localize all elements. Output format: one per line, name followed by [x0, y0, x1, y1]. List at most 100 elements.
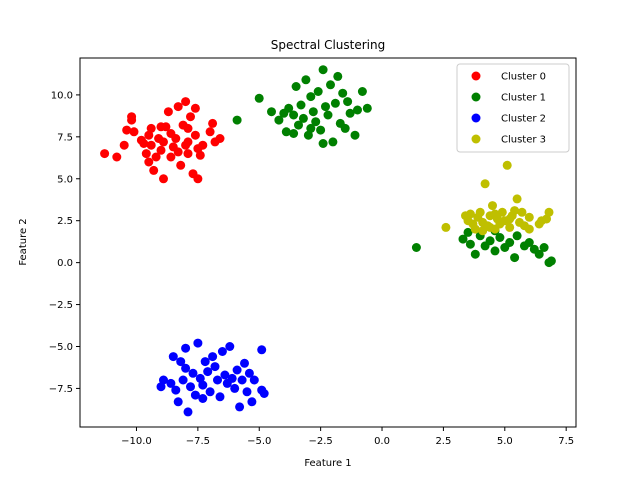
data-point — [159, 174, 168, 184]
data-point — [301, 75, 311, 85]
legend-marker — [471, 113, 481, 123]
legend-marker — [471, 134, 481, 144]
plot-frame — [79, 57, 577, 428]
data-point — [257, 345, 267, 355]
data-point — [411, 243, 421, 252]
data-point — [181, 343, 191, 353]
data-point — [505, 238, 515, 247]
data-point — [505, 222, 515, 232]
series-2 — [156, 338, 269, 417]
data-point — [183, 123, 193, 133]
data-point — [318, 65, 328, 75]
data-point — [100, 149, 110, 159]
data-point — [259, 389, 269, 398]
data-point — [186, 382, 195, 392]
data-point — [195, 150, 205, 160]
data-point — [232, 365, 242, 375]
data-point — [146, 140, 156, 150]
x-axis: −10.0 −7.5 −5.0 −2.5 0.0 2.5 5.0 7.5 — [121, 427, 574, 447]
y-tick-label: 7.5 — [57, 132, 73, 143]
data-point — [193, 174, 203, 184]
data-point — [227, 373, 237, 383]
data-point — [291, 82, 301, 91]
plot-points — [100, 65, 556, 417]
data-point — [313, 87, 323, 96]
data-point — [326, 80, 335, 90]
data-point — [318, 139, 328, 148]
data-point — [198, 394, 208, 403]
data-point — [524, 238, 534, 247]
data-point — [151, 152, 161, 162]
x-tick-label: −7.5 — [186, 436, 210, 447]
data-point — [463, 227, 473, 237]
data-point — [205, 387, 215, 397]
data-point — [343, 97, 353, 107]
x-tick-label: −5.0 — [247, 436, 271, 447]
legend-label: Cluster 0 — [501, 72, 546, 83]
data-point — [249, 375, 259, 385]
data-point — [338, 88, 348, 98]
data-point — [205, 127, 215, 137]
y-tick-label: 10.0 — [51, 90, 73, 101]
y-tick-label: 2.5 — [57, 216, 73, 227]
y-tick-label: −5.0 — [49, 342, 73, 353]
data-point — [306, 123, 316, 133]
data-point — [321, 102, 330, 112]
data-point — [215, 134, 225, 143]
data-point — [303, 130, 313, 140]
data-point — [156, 145, 166, 155]
data-point — [242, 387, 252, 397]
data-point — [328, 137, 338, 147]
data-point — [539, 243, 549, 252]
data-point — [544, 207, 554, 217]
x-tick-label: 0.0 — [374, 436, 390, 447]
data-point — [458, 234, 468, 244]
data-point — [230, 383, 240, 393]
series-3 — [441, 160, 554, 236]
data-point — [281, 127, 291, 137]
y-axis-title: Feature 2 — [18, 218, 29, 265]
data-point — [183, 137, 193, 147]
legend-frame — [456, 63, 570, 153]
data-point — [139, 139, 149, 148]
data-point — [524, 212, 534, 222]
data-point — [112, 152, 122, 162]
data-point — [490, 246, 500, 256]
y-tick-label: −2.5 — [49, 300, 73, 311]
data-point — [323, 110, 333, 120]
data-point — [311, 117, 321, 127]
data-point — [298, 113, 308, 123]
chart-title: Spectral Clustering — [271, 38, 386, 52]
data-point — [353, 105, 362, 115]
x-tick-label: 2.5 — [435, 436, 451, 447]
data-point — [478, 226, 488, 236]
data-point — [190, 103, 200, 113]
data-point — [208, 352, 218, 362]
data-point — [480, 179, 490, 189]
data-point — [210, 362, 220, 372]
data-point — [198, 140, 208, 150]
data-point — [240, 358, 249, 368]
legend-marker — [471, 71, 481, 81]
data-point — [159, 137, 168, 147]
data-point — [146, 123, 156, 133]
data-point — [485, 236, 495, 246]
legend-label: Cluster 1 — [501, 93, 546, 104]
data-point — [166, 152, 176, 162]
data-point — [173, 147, 183, 157]
data-point — [267, 107, 276, 117]
data-point — [213, 375, 222, 385]
data-point — [340, 123, 350, 133]
data-point — [497, 207, 507, 217]
data-point — [235, 402, 245, 412]
x-axis-title: Feature 1 — [304, 458, 351, 469]
data-point — [306, 92, 316, 102]
data-point — [274, 115, 284, 125]
data-point — [350, 130, 360, 140]
data-point — [254, 93, 264, 103]
data-point — [470, 224, 480, 234]
data-point — [362, 103, 372, 113]
data-point — [490, 209, 500, 219]
data-point — [181, 363, 191, 373]
data-point — [190, 130, 200, 140]
